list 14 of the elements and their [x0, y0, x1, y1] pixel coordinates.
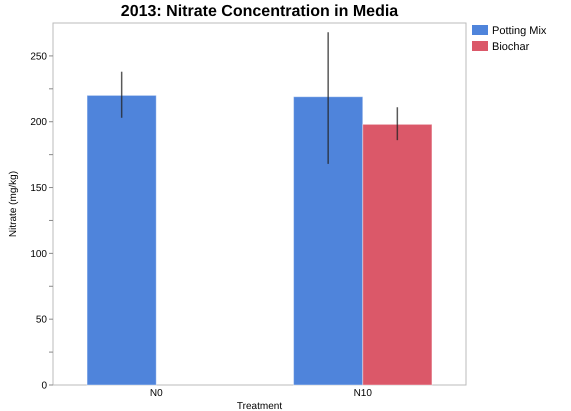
y-tick-label: 250 — [30, 51, 48, 62]
y-axis-title: Nitrate (mg/kg) — [8, 170, 19, 238]
x-axis-title: Treatment — [236, 401, 282, 411]
y-tick-label: 100 — [30, 248, 48, 260]
y-tick-label: 0 — [41, 380, 48, 392]
legend-label: Potting Mix — [492, 25, 547, 37]
y-tick-label: 50 — [36, 314, 48, 326]
x-tick-label: N10 — [354, 388, 372, 399]
y-tick-label: 200 — [30, 117, 48, 128]
x-tick-label: N0 — [150, 388, 164, 399]
y-tick-label: 150 — [30, 183, 48, 194]
chart-title: 2013: Nitrate Concentration in Media — [120, 3, 398, 20]
bar — [86, 94, 157, 386]
legend-label: Biochar — [492, 41, 530, 53]
